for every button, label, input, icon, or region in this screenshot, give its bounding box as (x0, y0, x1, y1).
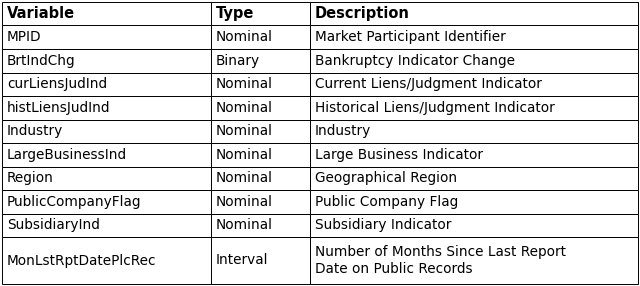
Text: SubsidiaryInd: SubsidiaryInd (7, 218, 100, 232)
Bar (211, 96, 310, 120)
Bar (2, 166, 211, 190)
Bar (310, 166, 638, 190)
Text: Type: Type (216, 6, 254, 21)
Bar (2, 120, 211, 143)
Text: Nominal: Nominal (216, 148, 273, 162)
Text: Public Company Flag: Public Company Flag (315, 195, 458, 209)
Bar (310, 237, 638, 284)
Bar (2, 25, 211, 49)
Text: Nominal: Nominal (216, 195, 273, 209)
Text: Nominal: Nominal (216, 171, 273, 185)
Bar (211, 143, 310, 166)
Text: Bankruptcy Indicator Change: Bankruptcy Indicator Change (315, 54, 515, 68)
Text: histLiensJudInd: histLiensJudInd (7, 101, 111, 115)
Text: BrtIndChg: BrtIndChg (7, 54, 76, 68)
Bar (310, 190, 638, 214)
Bar (2, 237, 211, 284)
Text: Nominal: Nominal (216, 30, 273, 44)
Text: curLiensJudInd: curLiensJudInd (7, 77, 107, 91)
Bar (310, 143, 638, 166)
Text: MPID: MPID (7, 30, 42, 44)
Text: Region: Region (7, 171, 54, 185)
Bar (211, 120, 310, 143)
Bar (211, 25, 310, 49)
Text: Description: Description (315, 6, 410, 21)
Bar (2, 49, 211, 72)
Bar (2, 143, 211, 166)
Bar (211, 237, 310, 284)
Bar (310, 72, 638, 96)
Text: Interval: Interval (216, 253, 268, 267)
Text: Industry: Industry (7, 124, 63, 138)
Bar (2, 214, 211, 237)
Text: LargeBusinessInd: LargeBusinessInd (7, 148, 127, 162)
Text: Industry: Industry (315, 124, 371, 138)
Bar (2, 190, 211, 214)
Bar (310, 2, 638, 25)
Bar (2, 72, 211, 96)
Text: Nominal: Nominal (216, 77, 273, 91)
Text: Current Liens/Judgment Indicator: Current Liens/Judgment Indicator (315, 77, 542, 91)
Bar (310, 120, 638, 143)
Text: MonLstRptDatePlcRec: MonLstRptDatePlcRec (7, 253, 157, 267)
Bar (310, 214, 638, 237)
Bar (211, 166, 310, 190)
Bar (310, 96, 638, 120)
Text: Geographical Region: Geographical Region (315, 171, 457, 185)
Bar (211, 49, 310, 72)
Text: Nominal: Nominal (216, 124, 273, 138)
Bar (2, 96, 211, 120)
Text: PublicCompanyFlag: PublicCompanyFlag (7, 195, 141, 209)
Text: Binary: Binary (216, 54, 260, 68)
Bar (2, 2, 211, 25)
Bar (211, 72, 310, 96)
Text: Large Business Indicator: Large Business Indicator (315, 148, 483, 162)
Text: Nominal: Nominal (216, 218, 273, 232)
Bar (310, 25, 638, 49)
Text: Market Participant Identifier: Market Participant Identifier (315, 30, 506, 44)
Text: Variable: Variable (7, 6, 75, 21)
Bar (310, 49, 638, 72)
Text: Nominal: Nominal (216, 101, 273, 115)
Bar (211, 2, 310, 25)
Text: Historical Liens/Judgment Indicator: Historical Liens/Judgment Indicator (315, 101, 555, 115)
Bar (211, 190, 310, 214)
Text: Subsidiary Indicator: Subsidiary Indicator (315, 218, 451, 232)
Text: Number of Months Since Last Report
Date on Public Records: Number of Months Since Last Report Date … (315, 245, 566, 276)
Bar (211, 214, 310, 237)
